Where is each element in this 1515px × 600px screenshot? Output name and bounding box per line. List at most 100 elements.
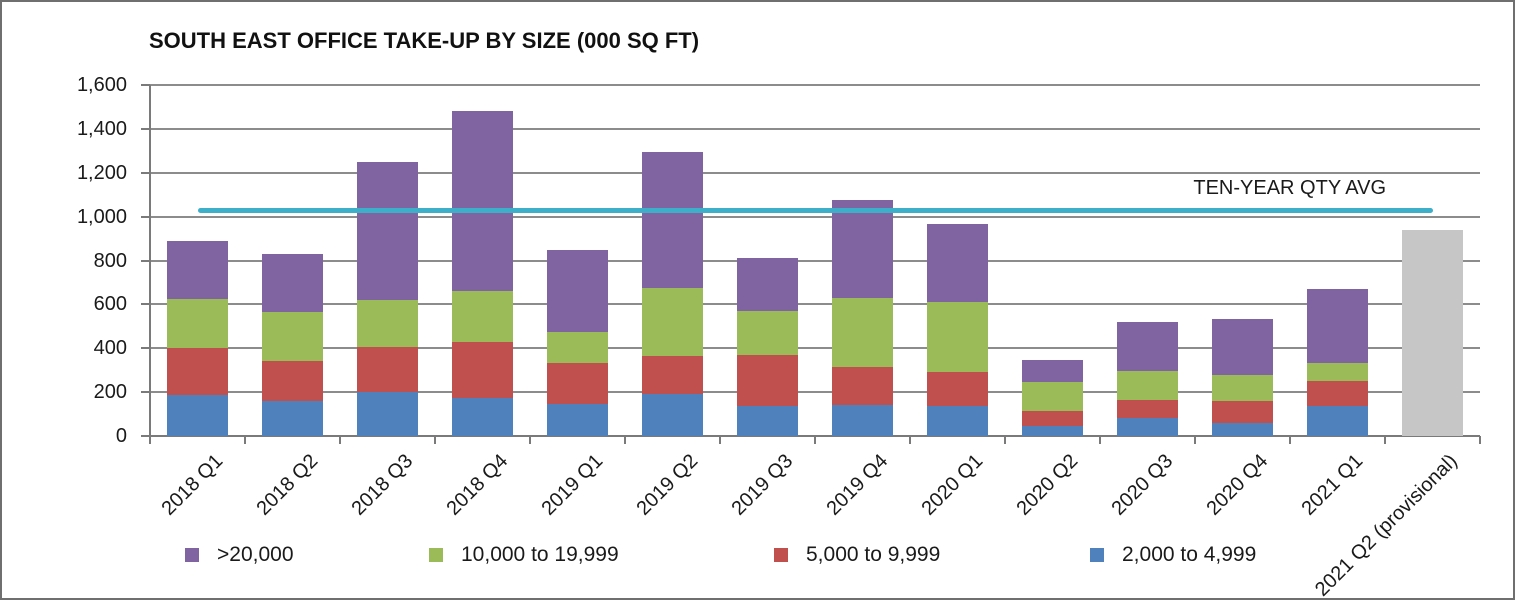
y-axis-tick <box>141 84 150 86</box>
bar-segment <box>452 111 513 292</box>
bar-segment <box>832 405 893 436</box>
x-axis-label: 2018 Q1 <box>157 450 228 520</box>
y-axis-tick-label: 0 <box>115 425 127 447</box>
bar-segment <box>1117 371 1178 400</box>
bar-segment <box>1022 382 1083 411</box>
bar-segment <box>832 297 893 367</box>
bar-segment <box>357 392 418 436</box>
legend-swatch <box>429 548 443 562</box>
legend-swatch <box>185 548 199 562</box>
bar-segment <box>642 151 703 288</box>
gridline <box>150 391 1480 393</box>
x-axis-tick <box>1194 436 1196 444</box>
bar-segment <box>832 366 893 406</box>
y-axis-tick-label: 800 <box>93 250 127 272</box>
y-axis-tick-label: 400 <box>93 337 127 359</box>
x-axis-tick <box>1099 436 1101 444</box>
x-axis-tick <box>719 436 721 444</box>
bar-segment <box>642 287 703 356</box>
x-axis-label: 2018 Q4 <box>442 450 513 520</box>
bar-segment <box>547 249 608 332</box>
bar-segment <box>452 341 513 398</box>
x-axis-label: 2019 Q3 <box>727 450 798 520</box>
x-axis-tick <box>814 436 816 444</box>
x-axis-tick <box>1289 436 1291 444</box>
bar-segment <box>1117 418 1178 436</box>
y-axis-tick <box>141 435 150 437</box>
gridline <box>150 260 1480 262</box>
x-axis-label: 2019 Q2 <box>632 450 703 520</box>
x-axis-tick <box>1004 436 1006 444</box>
gridline <box>150 216 1480 218</box>
bar-segment <box>167 298 228 349</box>
bar-segment <box>547 404 608 436</box>
y-axis-tick <box>141 391 150 393</box>
bar-segment <box>737 310 798 355</box>
bar-segment <box>927 224 988 303</box>
bar-segment <box>927 302 988 373</box>
bar-segment-provisional <box>1402 229 1463 436</box>
chart-title: SOUTH EAST OFFICE TAKE-UP BY SIZE (000 S… <box>149 28 700 53</box>
bar-segment <box>452 397 513 436</box>
bar-segment <box>357 161 418 300</box>
avg-line-label: TEN-YEAR QTY AVG <box>1193 177 1386 199</box>
y-axis-tick-label: 600 <box>93 293 127 315</box>
y-axis-tick-label: 1,000 <box>76 206 127 228</box>
bar-segment <box>167 348 228 396</box>
x-axis-label: 2019 Q1 <box>537 450 608 520</box>
legend-item: 10,000 to 19,999 <box>429 543 619 567</box>
gridline <box>150 172 1480 174</box>
y-axis-tick <box>141 260 150 262</box>
bar-segment <box>1307 362 1368 382</box>
bar-segment <box>737 258 798 311</box>
x-axis-label: 2018 Q3 <box>347 450 418 520</box>
bar-segment <box>1022 410 1083 427</box>
bar-segment <box>1212 400 1273 423</box>
bar-segment <box>1117 399 1178 419</box>
x-axis-tick <box>244 436 246 444</box>
y-axis-line <box>149 85 151 436</box>
x-axis-label: 2020 Q2 <box>1012 450 1083 520</box>
y-axis-tick <box>141 172 150 174</box>
y-axis-tick <box>141 303 150 305</box>
bar-segment <box>262 253 323 313</box>
bar-segment <box>167 395 228 436</box>
bar-segment <box>737 406 798 436</box>
legend-label: 5,000 to 9,999 <box>806 543 941 566</box>
bar-segment <box>1307 406 1368 436</box>
x-axis-tick <box>1384 436 1386 444</box>
y-axis-tick-label: 1,600 <box>76 74 127 96</box>
bar-segment <box>1022 360 1083 383</box>
y-axis-tick <box>141 216 150 218</box>
legend-swatch <box>1090 548 1104 562</box>
x-axis-tick <box>149 436 151 444</box>
legend-item: 2,000 to 4,999 <box>1090 543 1256 567</box>
x-axis-tick <box>909 436 911 444</box>
x-axis-label: 2020 Q4 <box>1202 450 1273 520</box>
bar-segment <box>262 312 323 362</box>
bar-segment <box>1307 289 1368 363</box>
bar-segment <box>1212 318 1273 375</box>
bar-segment <box>642 394 703 436</box>
avg-line <box>197 207 1433 213</box>
bar-segment <box>1117 321 1178 372</box>
bar-segment <box>547 331 608 363</box>
bar-segment <box>357 299 418 348</box>
y-axis-tick <box>141 128 150 130</box>
legend-item: >20,000 <box>185 543 294 567</box>
bar-segment <box>1212 374 1273 401</box>
legend-label: >20,000 <box>217 543 294 566</box>
bar-segment <box>927 406 988 436</box>
x-axis-label: 2018 Q2 <box>252 450 323 520</box>
y-axis-tick-label: 1,200 <box>76 162 127 184</box>
bar-segment <box>832 200 893 298</box>
bar-segment <box>1212 422 1273 436</box>
y-axis-tick-label: 1,400 <box>76 118 127 140</box>
bar-segment <box>357 347 418 393</box>
x-axis-label: 2020 Q1 <box>917 450 988 520</box>
y-axis-tick-label: 200 <box>93 381 127 403</box>
gridline <box>150 303 1480 305</box>
gridline <box>150 347 1480 349</box>
x-axis-tick <box>529 436 531 444</box>
